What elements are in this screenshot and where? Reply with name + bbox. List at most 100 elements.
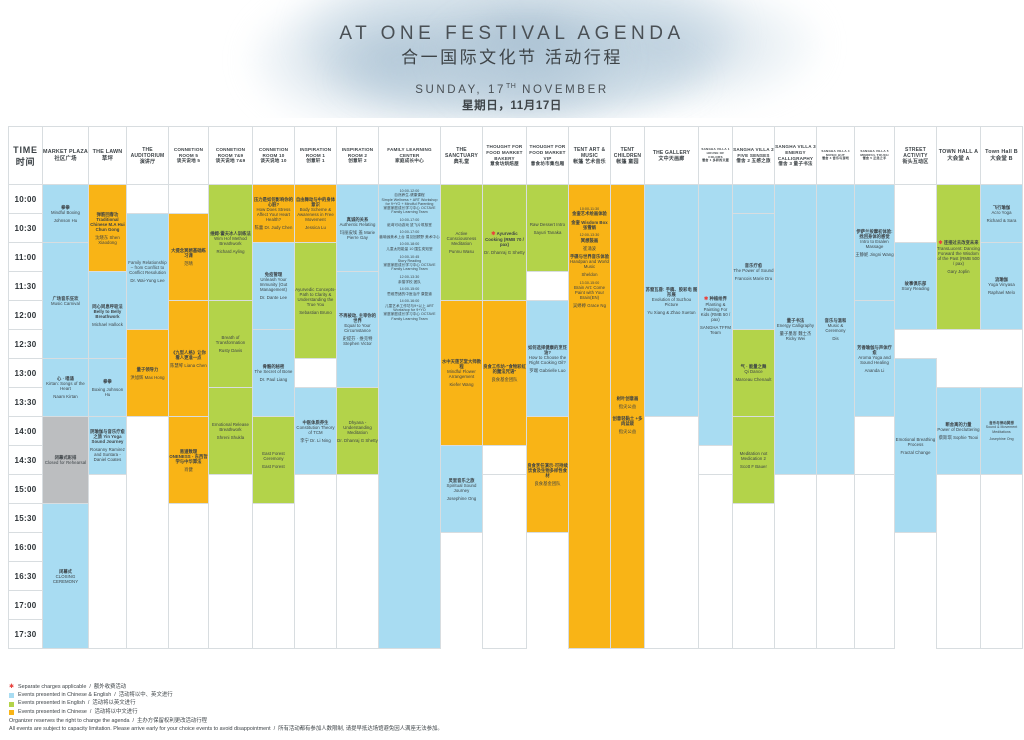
table-row: 10:30 Family Relationship – from Conflic…: [8, 213, 1023, 330]
col-header-town-hall-b: Town Hall B 大会堂 B: [980, 126, 1023, 185]
event-closed-for-rehearsal[interactable]: 闭幕式彩排 Closed for Rehearsal: [42, 416, 89, 504]
event-dhyana-understanding-meditation[interactable]: Dhyana - Understanding Meditation Dr. Dh…: [336, 387, 379, 475]
col-header-tff-vip: THOUGHT FOR FOOD MARKET VIP 意食坊市集包厢: [526, 126, 569, 185]
event-kirtan-songs-of-the-heart[interactable]: 心 · 唱诵 Kirtan: Songs of the Heart Naam K…: [42, 358, 89, 417]
legend-sep: /: [84, 700, 93, 707]
event-sound-movement-meditations[interactable]: 音乐与律动冥想 Sound & Movement Meditations Jos…: [980, 387, 1023, 475]
event-power-of-decluttering[interactable]: 断舍离的力量 Power of Decluttering 蔡斯琪 Sophie …: [936, 387, 981, 475]
event-family-relationship[interactable]: Family Relationship – from Conflict to C…: [126, 213, 169, 330]
note-sep: /: [270, 725, 279, 732]
event-east-forest-ceremony[interactable]: East Forest Ceremony East Forest: [252, 416, 295, 504]
event-closing-ceremony[interactable]: 闭幕式 CLOSING CEREMONY: [42, 503, 89, 649]
event-emotional-release-breathwork[interactable]: Emotional Release Breathwork Shreni Shuk…: [208, 387, 253, 475]
event-acro-yoga[interactable]: 飞行瑜伽 Acro Yoga Richard & Sara: [980, 184, 1023, 243]
event-meditation-not-medication-2[interactable]: Meditation not Medication 2 Scott F Baue…: [732, 416, 775, 504]
event-tent-art-music-list[interactable]: 10:00-11:30 金銮艺术绘画体验 金銮 Wisdom Box 张雪娟 1…: [568, 184, 611, 649]
note-label-cn: 主办方保留权利更改活动行程: [136, 717, 208, 724]
event-active-consciousness-meditation[interactable]: Active Consciousness Meditation Punnu Wa…: [440, 184, 483, 301]
event-quantum-leadership[interactable]: 量子领导力 洪旭辉 Max Hong: [126, 329, 169, 417]
event-mindful-boxing[interactable]: 拳拳 Mindful Boxing Johnson Hu: [42, 184, 89, 243]
event-unleash-your-immunity[interactable]: 免疫管理 Unleash Your Immunity (Gut Manageme…: [252, 242, 295, 330]
event-energy-calligraphy[interactable]: 量子书法 Energy Calligraphy 量子墨客 魏士杰 Ricky W…: [774, 184, 817, 475]
event-music-carnival[interactable]: 广场音乐狂欢 Music Carnival: [42, 242, 89, 359]
event-mindful-flower-arrangement[interactable]: 水中天莲艺堂大师教程 Mindful Flower Arrangement Ki…: [440, 300, 483, 446]
agenda-body: 10:00 拳拳 Mindful Boxing Johnson Hu 弹筋回春功…: [8, 184, 1023, 649]
col-header-time-en: TIME: [13, 144, 38, 155]
event-empty: [980, 474, 1023, 649]
event-qi-dance[interactable]: 气 · 能量之舞 Qi Dance Marceau Chenault: [732, 329, 775, 417]
col-header-tent-art-music: TENT ART & MUSIC 帐篷 艺术音乐: [568, 126, 611, 185]
event-stress-heart-health[interactable]: 压力是如何影响你的心脏? How Does Stress Affect Your…: [252, 184, 295, 243]
event-hui-chun-gong[interactable]: 弹筋回春功 Traditional Chinese M.A Hui Chun G…: [88, 184, 127, 272]
event-power-of-sound[interactable]: 音乐疗愈 The Power of Sound Francois Marie D…: [732, 213, 775, 330]
event-ayurvedic-cooking[interactable]: ✱ Ayurvedic Cooking (RMB 70 / pax) Dr. D…: [482, 184, 527, 301]
legend-label-en: Events presented in Chinese: [18, 708, 87, 715]
date-chinese: 星期日，11月17日: [462, 99, 562, 112]
event-story-reading[interactable]: 故事俱乐部 Story Reading: [894, 242, 937, 330]
table-row: 11:30 同心同息呼吸法 Belly to Belly Breathwork …: [8, 271, 1023, 388]
event-raw-dessert-intro[interactable]: Raw Dessert Intro Sayuri Tanaka: [526, 184, 569, 272]
time-label-1530: 15:30: [8, 503, 43, 533]
note-label-en: All events are subject to capacity limit…: [9, 725, 271, 732]
event-authentic-relating[interactable]: 真诚的关系 Authentic Relating 玛丽皮埃 盖 Marie Pi…: [336, 184, 379, 272]
legend-sep: /: [86, 684, 94, 690]
page-title-chinese: 合一国际文化节 活动行程: [401, 48, 623, 67]
event-tcm-constitution-theory[interactable]: 中医体质养生 Constitution Theory of TCM 李宁 Dr.…: [294, 387, 337, 475]
time-label-1300: 13:00: [8, 358, 43, 388]
event-music-ceremony[interactable]: 音乐与温和 Music & Ceremony Dis: [816, 184, 855, 475]
col-header-sangha-villa-4: SANGHA VILLA 4 MUSIC HUT 僧舍 4 音乐与游戏: [816, 126, 855, 185]
col-header-the-lawn: THE LAWN 草坪: [88, 126, 127, 185]
page-title-english: AT ONE FESTIVAL AGENDA: [339, 23, 685, 44]
event-empty: [854, 474, 895, 649]
col-header-time-cn: 时间: [15, 156, 36, 167]
event-oneness-philosophy[interactable]: 易道数理 ONENESS - 东西哲学与中华算法 肖健: [168, 416, 209, 504]
event-translucent-dancing-forward[interactable]: ✱ 连接过去改变未来 TransLucent: Dancing Forward …: [936, 184, 981, 330]
event-meditation-basics-course[interactable]: 大提念冥想基础练习课 范晴: [168, 213, 209, 301]
table-row: 11:00 广场音乐狂欢 Music Carnival 免疫管理 Unleash…: [8, 242, 1023, 359]
event-planting-painting-for-kids[interactable]: ✱ 种植绘界 Planting & Painting For Kids (RMB…: [698, 184, 733, 446]
event-choose-right-cooking-oil[interactable]: 如何选择健康的烹饪油? How to Choose the Right Cook…: [526, 300, 569, 417]
col-header-town-hall-a: TOWN HALL A 大会堂 A: [936, 126, 981, 185]
event-good-food-workshop[interactable]: 良食工作坊-"食物彩虹的魔法咒语" 良食基金团队: [482, 300, 527, 446]
event-empty: [732, 503, 775, 649]
col-header-inspiration-room-2: INSPIRATION ROOM 2 创意轩 2: [336, 126, 379, 185]
event-intro-esalen-massage[interactable]: 伊萨兰按摩初体验: 找回身体的感觉 Intro to Esalen Massag…: [854, 184, 895, 301]
legend-label-en: Events presented in Chinese & English: [18, 692, 112, 699]
time-label-1000: 10:00: [8, 184, 43, 214]
event-secret-of-bone[interactable]: 骨骼的秘密 The Secret of Bone Dr. Paul Liang: [252, 329, 295, 417]
date-english-pre: SUNDAY, 17: [415, 83, 506, 96]
event-boxing-johnson-hu[interactable]: 拳拳 Boxing Johnson Hu: [88, 358, 127, 417]
event-aroma-yoga-sound-healing[interactable]: 芳香瑜伽与声体疗愈 Aroma Yoga and Sound Healing A…: [854, 300, 895, 417]
date-ordinal-suffix: TH: [506, 83, 517, 90]
event-family-learning-list[interactable]: 10:00-12:00 自然养生-健康课程 Simple Wellness + …: [378, 184, 441, 649]
col-header-sangha-villa-5: SANGHA VILLA 5 MINDFUL TOUCH 僧舍 5 正念之手: [854, 126, 895, 185]
event-sustainable-cooking-demo[interactable]: 良食烹任演示-可持续饮食及生物多样性食材 良食基金团队: [526, 416, 569, 533]
col-header-tff-bakery: THOUGHT FOR FOOD MARKET BAKERY 意食坊烘焙屋: [482, 126, 527, 185]
event-breath-of-transformation[interactable]: Breath of Transformation Rusty Davis: [208, 300, 253, 388]
event-ayurvedic-concepts[interactable]: Ayurvedic Concepts- Path to Clarity & Un…: [294, 242, 337, 359]
event-belly-to-belly-breathwork[interactable]: 同心同息呼吸法 Belly to Belly Breathwork Michae…: [88, 271, 127, 359]
event-yin-yoga-sound-journey[interactable]: 阴瑜伽与音乐疗愈之旅 Yin Yoga Sound Journey Rosann…: [88, 416, 127, 475]
event-equal-to-your-circumstance[interactable]: 不再被动, 主宰你的世界 Equal to Your Circumstance …: [336, 271, 379, 388]
event-empty: [936, 474, 981, 649]
event-wim-hof-breathwork[interactable]: 维姆·霍夫冰人训练法 Wim Hof Method Breathwork Ric…: [208, 184, 253, 301]
legend-sep: /: [111, 692, 119, 699]
table-row: 16:30: [8, 561, 1023, 591]
event-body-scheme-awareness[interactable]: 自由舞动与中的身体意识 Body Scheme & Awareness in F…: [294, 184, 337, 243]
legend-item-separate-charges: ✱ Separate charges applicable / 额外收费活动: [9, 684, 1009, 692]
event-emotional-breathing-process[interactable]: Emotional Breathing Process Fractal Chan…: [894, 358, 937, 533]
event-enneagram[interactable]: 《九型人格》让你看人更准一点 陈慧琴 Liana Chen: [168, 300, 209, 417]
event-yoga-vinyasa[interactable]: 流瑜伽 Yoga Vinyasa Raphael Melo: [980, 242, 1023, 330]
agenda-header-row: TIME 时间 MARKET PLAZA 社区广场 THE LAWN 草坪 TH…: [8, 126, 1023, 185]
time-label-1230: 12:30: [8, 329, 43, 359]
note-label-en: Organizer reserves the right to change t…: [9, 717, 130, 724]
legend-label-en: Events presented in English: [18, 700, 85, 707]
event-spiritual-sound-journey[interactable]: 灵里音乐之旅 Spiritual Sound Journey Josephine…: [440, 445, 483, 533]
note-sep: /: [129, 717, 137, 724]
table-row: 14:00 闭幕式彩排 Closed for Rehearsal 阴瑜伽与音乐疗…: [8, 416, 1023, 649]
event-evolution-suzhou-picture[interactable]: 苏窗瓦昏: 手稿、胶彩电 图形展 Evolution of Suzhou Pic…: [644, 184, 699, 417]
event-tent-children-list[interactable]: 树叶创意画 指尖公益 创意轻黏土 +多肉盆栽 指尖公益: [610, 184, 645, 649]
col-header-sangha-villa-2: SANGHA VILLA 2 FIVE SENSES 僧舍 2 五感之旅: [732, 126, 775, 185]
event-empty: [168, 184, 209, 214]
